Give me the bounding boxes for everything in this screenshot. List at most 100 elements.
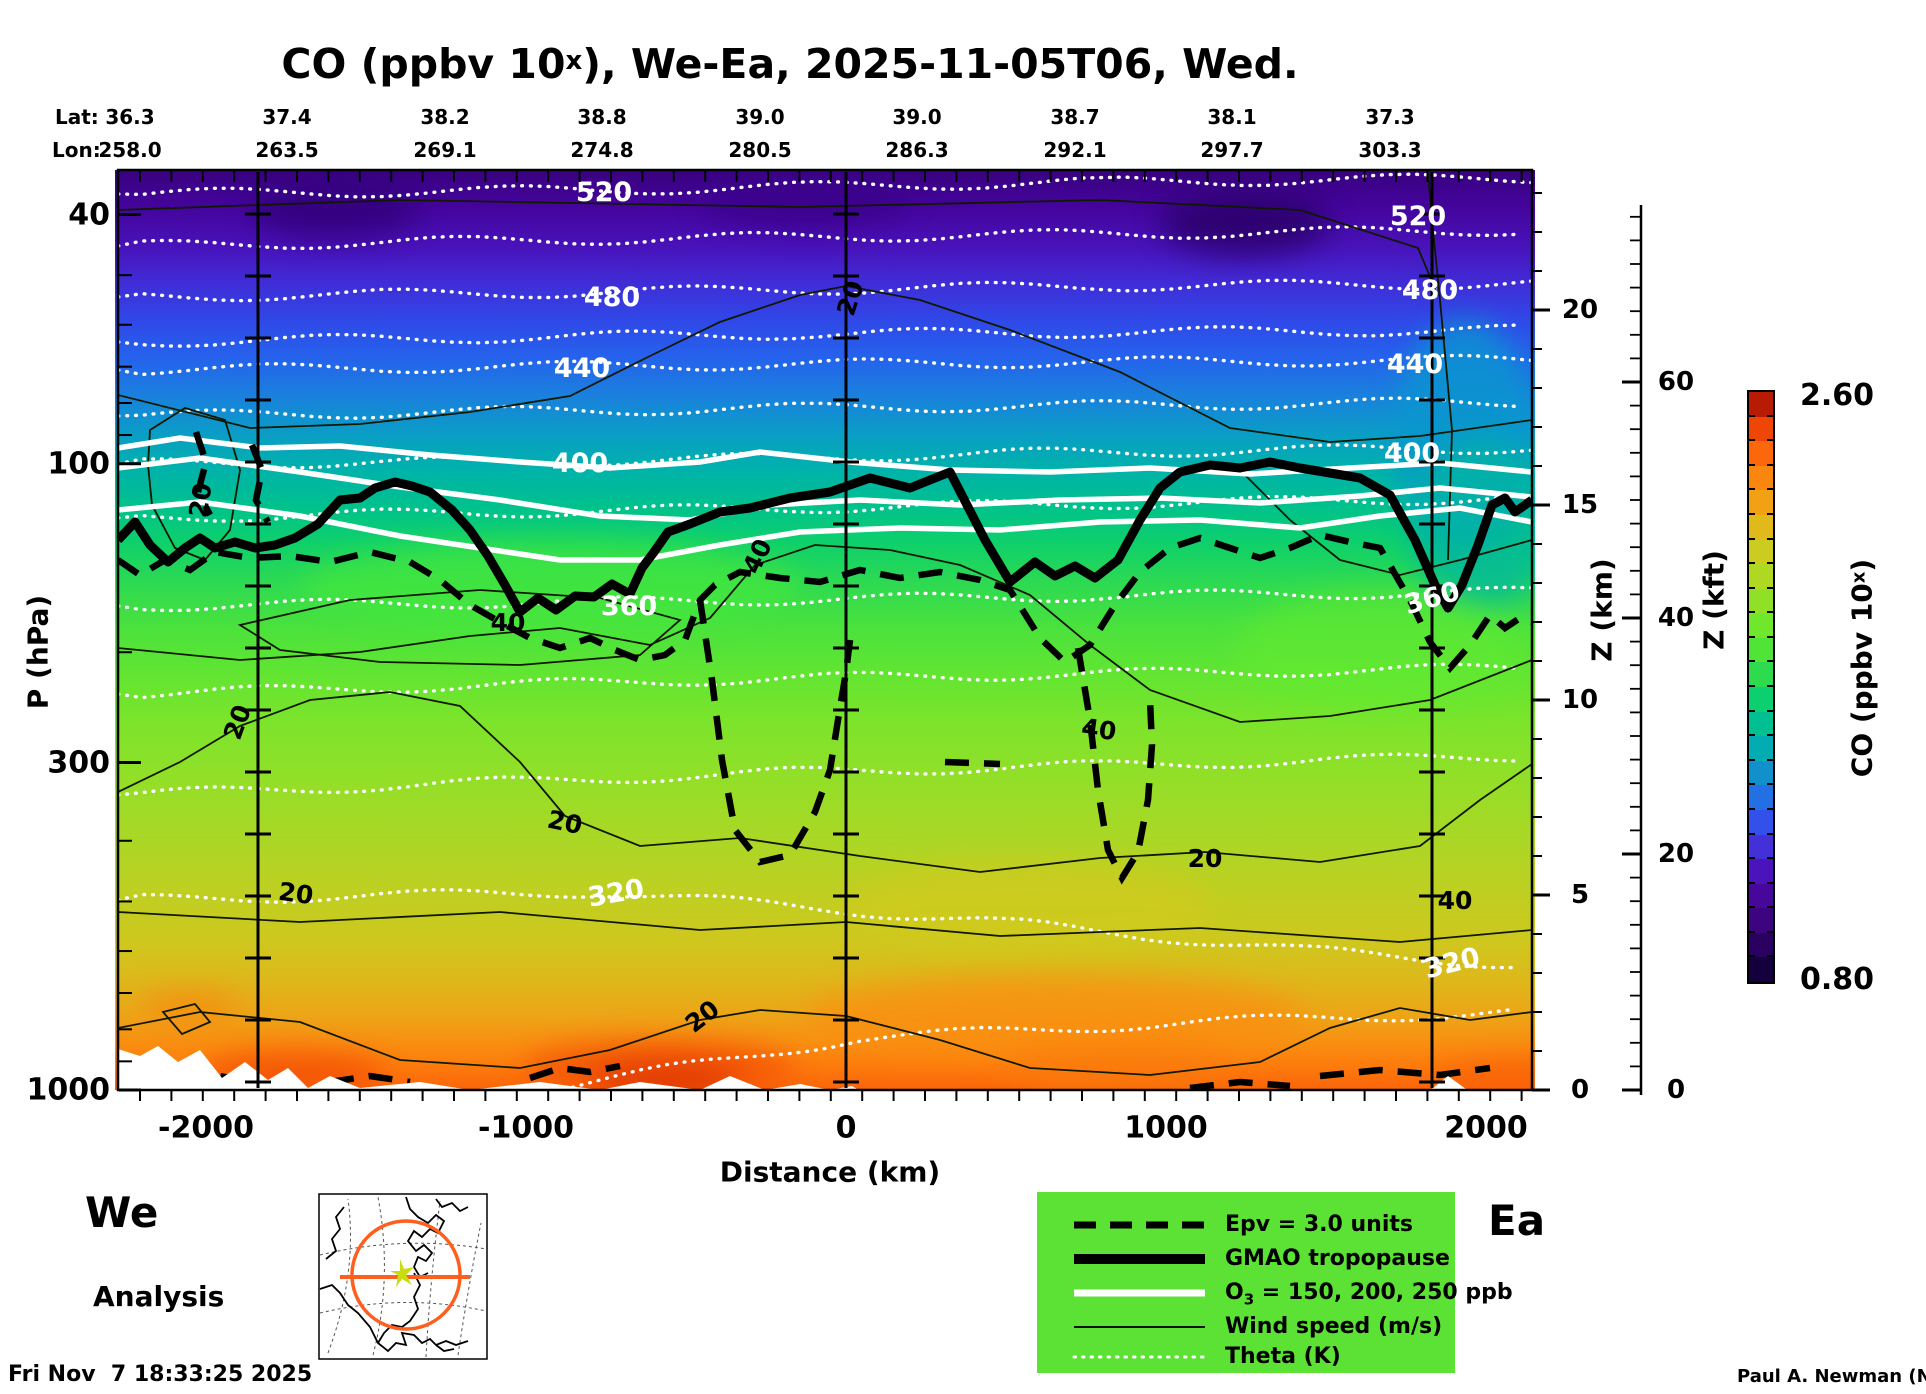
wind-label-20: 20	[277, 877, 315, 911]
lat-value: 38.1	[1207, 105, 1257, 129]
yellow-patch	[845, 860, 1215, 955]
colorbar-step	[1749, 858, 1773, 884]
ozone-line-sample	[1074, 1289, 1205, 1297]
epv-line-sample	[1074, 1221, 1205, 1229]
colorbar-tick	[1767, 758, 1773, 761]
wind-label-40: 40	[1080, 713, 1118, 747]
theta-line-sample	[1072, 1355, 1207, 1359]
zkm-tick-15: 15	[1561, 490, 1599, 520]
legend: Epv = 3.0 units GMAO tropopause O3 = 150…	[1037, 1192, 1513, 1373]
colorbar-step	[1749, 711, 1773, 737]
colorbar-tick	[1767, 611, 1773, 614]
lat-value: 37.3	[1365, 105, 1415, 129]
colorbar-tick	[1767, 512, 1773, 515]
lat-value: 38.8	[577, 105, 627, 129]
pressure-tick-100: 100	[47, 446, 110, 482]
colorbar-tick	[1749, 709, 1755, 712]
colorbar-tick	[1767, 807, 1773, 810]
theta-label-520: 520	[576, 177, 632, 208]
gmao-tropopause-line	[118, 457, 1532, 617]
theta-label-400: 400	[552, 448, 608, 479]
lon-value: 297.7	[1200, 138, 1264, 162]
legend-label-wind: Wind speed (m/s)	[1225, 1314, 1443, 1339]
wind-label-40: 40	[491, 608, 526, 637]
x-tick-neg2000: -2000	[158, 1110, 254, 1146]
colorbar-step	[1749, 588, 1773, 614]
colorbar-tick	[1749, 807, 1755, 810]
zkm-tick-10: 10	[1561, 685, 1599, 715]
lat-value: 38.7	[1050, 105, 1100, 129]
colorbar-tick	[1749, 930, 1755, 933]
legend-label-tropopause: GMAO tropopause	[1225, 1246, 1450, 1271]
colorbar-step	[1749, 784, 1773, 810]
pressure-tick-1000: 1000	[26, 1072, 111, 1108]
title-prefix: CO (ppbv 10	[281, 40, 566, 88]
colorbar-step	[1749, 637, 1773, 663]
colorbar-step	[1749, 907, 1773, 933]
legend-row-ozone: O3 = 150, 200, 250 ppb	[1037, 1278, 1513, 1308]
map-range-circle	[350, 1219, 462, 1331]
colorbar-tick	[1767, 439, 1773, 442]
x-tick-0: 0	[835, 1110, 857, 1146]
colorbar-tick	[1749, 635, 1755, 638]
lat-row-header: Lat:	[55, 105, 99, 129]
lon-value: 303.3	[1358, 138, 1422, 162]
zkft-axis-title: Z (kft)	[1697, 550, 1731, 650]
epv-contour	[118, 430, 1532, 1090]
theta-label-480: 480	[584, 282, 640, 313]
colorbar-tick	[1767, 414, 1773, 417]
legend-row-epv: Epv = 3.0 units	[1037, 1210, 1455, 1240]
colorbar-tick	[1749, 857, 1755, 860]
o3-subscript: 3	[1243, 1290, 1255, 1309]
x-axis-title: Distance (km)	[719, 1155, 941, 1189]
lon-row-header: Lon:	[52, 138, 101, 162]
theta-label-360: 360	[601, 591, 657, 622]
colorbar-tick	[1767, 635, 1773, 638]
legend-label-ozone: O3 = 150, 200, 250 ppb	[1225, 1280, 1513, 1308]
colorbar-tick	[1749, 537, 1755, 540]
wind-label-20: 20	[183, 480, 218, 519]
colorbar-tick	[1767, 709, 1773, 712]
x-tick-1000: 1000	[1124, 1110, 1208, 1146]
colorbar-min: 0.80	[1800, 962, 1875, 997]
colorbar-tick	[1767, 881, 1773, 884]
colorbar-tick	[1749, 906, 1755, 909]
colorbar-step	[1749, 489, 1773, 515]
tropopause-line-sample	[1074, 1254, 1205, 1264]
theta-label-520: 520	[1390, 201, 1446, 232]
zkm-tick-20: 20	[1561, 295, 1599, 325]
ozone-contours	[118, 435, 1532, 563]
colorbar-tick	[1767, 463, 1773, 466]
colorbar-step	[1749, 834, 1773, 860]
x-tick-2000: 2000	[1444, 1110, 1528, 1146]
legend-row-wind: Wind speed (m/s)	[1037, 1312, 1455, 1342]
wind-label-20: 20	[545, 805, 585, 841]
pressure-tick-300: 300	[47, 745, 110, 781]
colorbar-step	[1749, 440, 1773, 466]
map-location-star	[390, 1259, 414, 1287]
terrain-cutout	[118, 1046, 1468, 1090]
zkm-tick-5: 5	[1570, 880, 1590, 910]
wind-label-20: 20	[218, 701, 257, 744]
colorbar-tick	[1767, 832, 1773, 835]
colorbar-tick	[1749, 414, 1755, 417]
colorbar-tick	[1767, 660, 1773, 663]
lat-value: 36.3	[105, 105, 155, 129]
colorbar-tick	[1767, 537, 1773, 540]
legend-label-epv: Epv = 3.0 units	[1225, 1212, 1413, 1237]
green-patch	[1235, 590, 1525, 710]
colorbar-max: 2.60	[1800, 378, 1875, 413]
colorbar-step	[1749, 391, 1773, 417]
colorbar-tick	[1749, 734, 1755, 737]
theta-label-440: 440	[1387, 349, 1443, 380]
lon-value: 292.1	[1043, 138, 1107, 162]
z-kft-axis	[1622, 205, 1643, 1095]
o3-values: = 150, 200, 250 ppb	[1254, 1280, 1513, 1305]
purple-patch	[700, 172, 910, 227]
credit-text: Paul A. Newman (NASA	[1737, 1366, 1926, 1387]
colorbar-title-prefix: CO (ppbv 10	[1845, 583, 1879, 778]
colorbar-tick	[1749, 463, 1755, 466]
colorbar-tick	[1749, 562, 1755, 565]
colorbar-step	[1749, 760, 1773, 786]
